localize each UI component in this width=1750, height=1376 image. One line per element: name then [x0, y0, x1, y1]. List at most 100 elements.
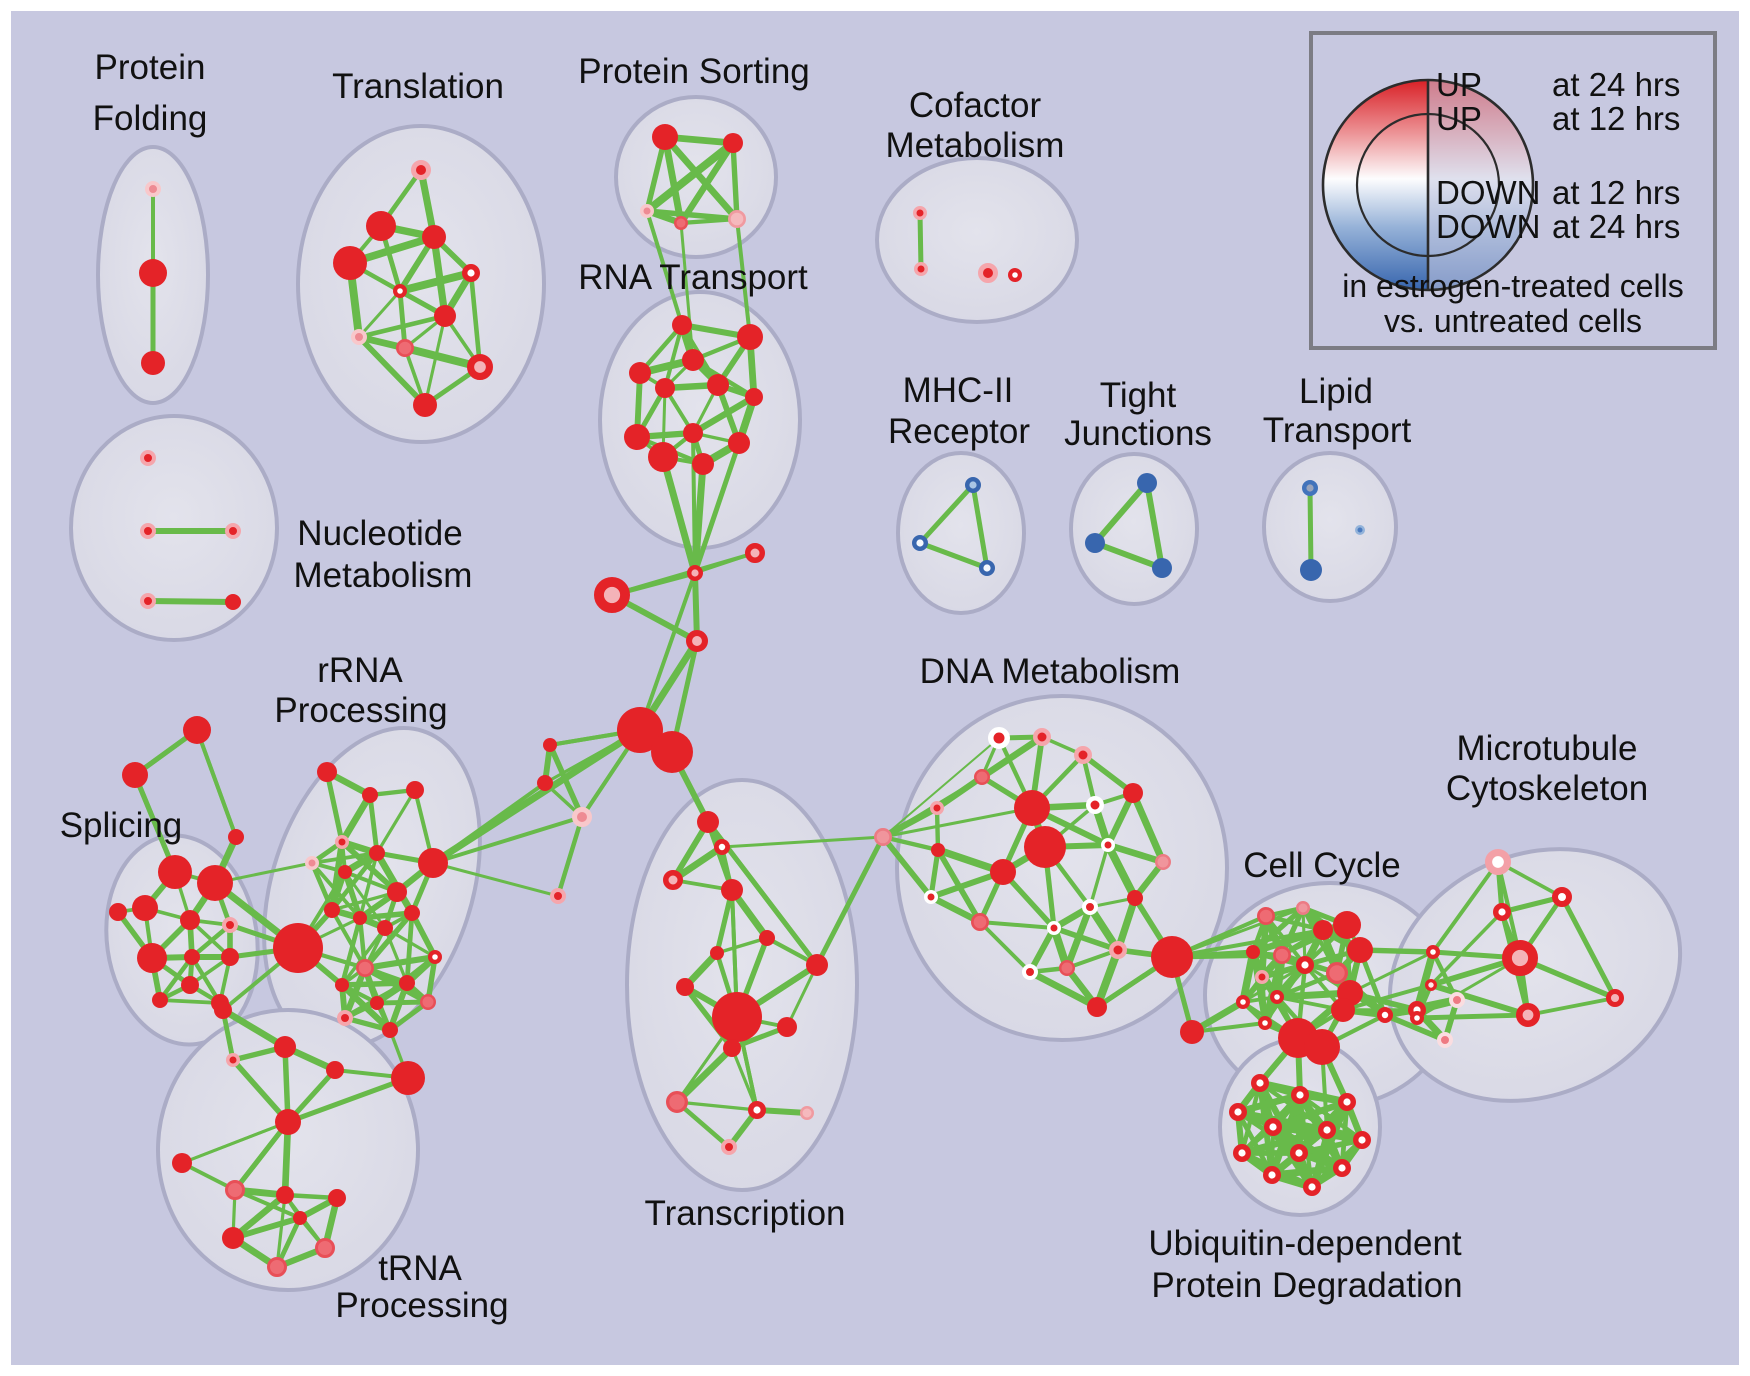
network-node[interactable] — [404, 905, 420, 921]
network-node[interactable] — [543, 738, 557, 752]
network-node[interactable] — [434, 305, 456, 327]
network-node[interactable] — [276, 1186, 294, 1204]
network-node[interactable] — [418, 848, 448, 878]
network-node[interactable] — [145, 181, 161, 197]
network-node[interactable] — [965, 477, 982, 494]
network-node[interactable] — [914, 262, 928, 276]
network-node[interactable] — [1304, 1029, 1340, 1065]
network-node[interactable] — [1180, 1020, 1204, 1044]
network-node[interactable] — [687, 565, 704, 582]
network-node[interactable] — [225, 523, 241, 539]
network-node[interactable] — [1014, 790, 1050, 826]
network-node[interactable] — [572, 807, 592, 827]
network-node[interactable] — [537, 775, 553, 791]
network-node[interactable] — [913, 206, 927, 220]
network-node[interactable] — [396, 339, 415, 358]
network-node[interactable] — [139, 259, 167, 287]
network-node[interactable] — [676, 978, 694, 996]
network-node[interactable] — [640, 204, 654, 218]
network-node[interactable] — [979, 560, 996, 577]
network-node[interactable] — [172, 1153, 192, 1173]
network-node[interactable] — [222, 1227, 244, 1249]
network-node[interactable] — [317, 762, 337, 782]
network-node[interactable] — [1552, 887, 1572, 907]
network-node[interactable] — [1425, 944, 1440, 959]
network-node[interactable] — [197, 865, 233, 901]
network-node[interactable] — [158, 855, 192, 889]
network-node[interactable] — [369, 845, 385, 861]
network-node[interactable] — [181, 976, 199, 994]
network-node[interactable] — [1262, 1165, 1281, 1184]
network-node[interactable] — [267, 1257, 287, 1277]
network-node[interactable] — [1317, 1120, 1336, 1139]
network-node[interactable] — [428, 949, 443, 964]
network-node[interactable] — [370, 996, 384, 1010]
network-node[interactable] — [970, 912, 989, 931]
network-node[interactable] — [1235, 994, 1250, 1009]
network-node[interactable] — [1484, 849, 1511, 876]
network-node[interactable] — [222, 917, 238, 933]
network-node[interactable] — [337, 1010, 353, 1026]
network-node[interactable] — [648, 442, 678, 472]
network-node[interactable] — [1255, 970, 1269, 984]
network-node[interactable] — [745, 388, 763, 406]
network-node[interactable] — [1332, 1158, 1351, 1177]
network-node[interactable] — [988, 727, 1010, 749]
network-node[interactable] — [1302, 1177, 1321, 1196]
network-node[interactable] — [420, 994, 436, 1010]
network-node[interactable] — [624, 424, 650, 450]
network-node[interactable] — [686, 630, 709, 653]
network-node[interactable] — [305, 856, 319, 870]
network-node[interactable] — [1024, 826, 1066, 868]
network-node[interactable] — [1377, 1007, 1394, 1024]
network-node[interactable] — [737, 324, 763, 350]
network-node[interactable] — [723, 133, 743, 153]
network-node[interactable] — [1123, 783, 1143, 803]
network-node[interactable] — [275, 1109, 301, 1135]
network-node[interactable] — [748, 1100, 767, 1119]
network-node[interactable] — [152, 992, 168, 1008]
network-node[interactable] — [652, 124, 678, 150]
network-node[interactable] — [391, 1061, 425, 1095]
network-node[interactable] — [930, 801, 944, 815]
network-node[interactable] — [1301, 480, 1318, 497]
network-node[interactable] — [273, 923, 323, 973]
network-node[interactable] — [777, 1017, 797, 1037]
network-node[interactable] — [1605, 988, 1624, 1007]
network-node[interactable] — [1137, 473, 1157, 493]
network-node[interactable] — [1331, 998, 1355, 1022]
network-node[interactable] — [1047, 921, 1061, 935]
network-node[interactable] — [1516, 1002, 1541, 1027]
network-node[interactable] — [721, 1139, 737, 1155]
network-node[interactable] — [674, 216, 688, 230]
network-node[interactable] — [1326, 962, 1349, 985]
network-node[interactable] — [406, 781, 424, 799]
network-node[interactable] — [324, 902, 340, 918]
network-node[interactable] — [1151, 936, 1193, 978]
network-node[interactable] — [221, 948, 239, 966]
network-node[interactable] — [1333, 911, 1361, 939]
network-node[interactable] — [1232, 1143, 1251, 1162]
network-node[interactable] — [351, 329, 367, 345]
network-node[interactable] — [800, 1106, 814, 1120]
network-node[interactable] — [655, 378, 675, 398]
network-node[interactable] — [225, 594, 241, 610]
network-node[interactable] — [183, 716, 211, 744]
network-node[interactable] — [683, 423, 703, 443]
network-node[interactable] — [362, 787, 378, 803]
network-node[interactable] — [293, 1211, 307, 1225]
network-node[interactable] — [1246, 945, 1260, 959]
network-node[interactable] — [1256, 906, 1275, 925]
network-node[interactable] — [1269, 989, 1284, 1004]
network-node[interactable] — [140, 450, 156, 466]
network-node[interactable] — [723, 1039, 741, 1057]
network-node[interactable] — [1409, 1010, 1424, 1025]
network-node[interactable] — [335, 835, 349, 849]
network-node[interactable] — [1127, 890, 1143, 906]
network-node[interactable] — [727, 210, 746, 229]
network-node[interactable] — [1087, 997, 1107, 1017]
network-node[interactable] — [978, 263, 998, 283]
network-node[interactable] — [1290, 1085, 1309, 1104]
network-node[interactable] — [1313, 920, 1333, 940]
network-node[interactable] — [1033, 728, 1051, 746]
